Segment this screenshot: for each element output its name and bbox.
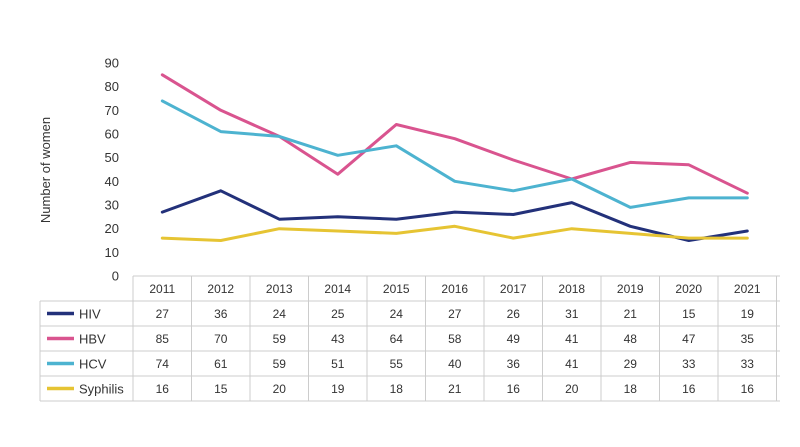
data-label: 36 [214, 307, 228, 321]
x-tick-label: 2017 [500, 282, 527, 296]
data-label: 20 [565, 382, 579, 396]
data-label: 25 [331, 307, 345, 321]
legend-label: HCV [79, 357, 107, 372]
data-label: 18 [390, 382, 404, 396]
data-label: 15 [214, 382, 228, 396]
data-label: 31 [565, 307, 579, 321]
data-label: 33 [682, 357, 696, 371]
data-table: 2011 2012 2013 2014 2015 2016 2017 2018 2019 2020… [39, 275, 780, 402]
data-label: 19 [331, 382, 345, 396]
y-tick-label: 30 [105, 198, 119, 213]
data-label: 26 [507, 307, 521, 321]
data-label: 27 [448, 307, 462, 321]
x-tick-label: 2011 [149, 282, 175, 296]
data-label: 85 [156, 332, 170, 346]
data-label: 16 [682, 382, 696, 396]
y-axis: 0 10 20 30 40 50 60 70 80 90 [105, 56, 119, 284]
y-tick-label: 70 [105, 103, 119, 118]
data-label: 21 [448, 382, 462, 396]
data-label: 16 [156, 382, 170, 396]
data-label: 41 [565, 357, 579, 371]
data-label: 55 [390, 357, 404, 371]
data-label: 40 [448, 357, 462, 371]
y-tick-label: 40 [105, 174, 119, 189]
data-label: 59 [273, 332, 287, 346]
data-label: 51 [331, 357, 345, 371]
y-axis-label: Number of women [38, 117, 53, 223]
data-label: 18 [624, 382, 638, 396]
y-tick-label: 10 [105, 245, 119, 260]
data-label: 64 [390, 332, 404, 346]
data-label: 48 [624, 332, 638, 346]
data-label: 41 [565, 332, 579, 346]
y-tick-label: 80 [105, 79, 119, 94]
y-tick-label: 0 [112, 269, 119, 284]
x-tick-label: 2021 [734, 282, 761, 296]
data-label: 19 [741, 307, 755, 321]
data-label: 70 [214, 332, 228, 346]
y-tick-label: 20 [105, 221, 119, 236]
data-label: 43 [331, 332, 345, 346]
x-tick-label: 2016 [441, 282, 468, 296]
data-label: 33 [741, 357, 755, 371]
data-label: 16 [741, 382, 755, 396]
data-label: 58 [448, 332, 462, 346]
data-label: 74 [156, 357, 170, 371]
legend-label: HIV [79, 307, 101, 322]
data-label: 36 [507, 357, 521, 371]
x-tick-label: 2012 [207, 282, 234, 296]
x-tick-label: 2019 [617, 282, 644, 296]
x-tick-label: 2015 [383, 282, 410, 296]
data-label: 24 [273, 307, 287, 321]
x-tick-label: 2013 [266, 282, 293, 296]
data-label: 16 [507, 382, 521, 396]
x-tick-label: 2018 [558, 282, 585, 296]
x-tick-label: 2020 [675, 282, 702, 296]
data-label: 47 [682, 332, 696, 346]
legend-label: HBV [79, 332, 106, 347]
series-line-hbv [160, 73, 749, 195]
series-line-hcv [160, 99, 749, 209]
data-label: 35 [741, 332, 755, 346]
data-label: 20 [273, 382, 287, 396]
data-label: 29 [624, 357, 638, 371]
y-tick-label: 90 [105, 56, 119, 71]
data-label: 61 [214, 357, 228, 371]
x-tick-label: 2014 [324, 282, 351, 296]
data-label: 21 [624, 307, 638, 321]
y-tick-label: 60 [105, 127, 119, 142]
legend-label: Syphilis [79, 382, 124, 397]
series-line-hiv [160, 189, 749, 242]
data-label: 27 [156, 307, 170, 321]
data-label: 49 [507, 332, 521, 346]
data-label: 15 [682, 307, 696, 321]
data-label: 59 [273, 357, 287, 371]
plot-area [160, 73, 749, 242]
data-label: 24 [390, 307, 404, 321]
y-tick-label: 50 [105, 150, 119, 165]
series-line-syphilis [160, 224, 749, 242]
